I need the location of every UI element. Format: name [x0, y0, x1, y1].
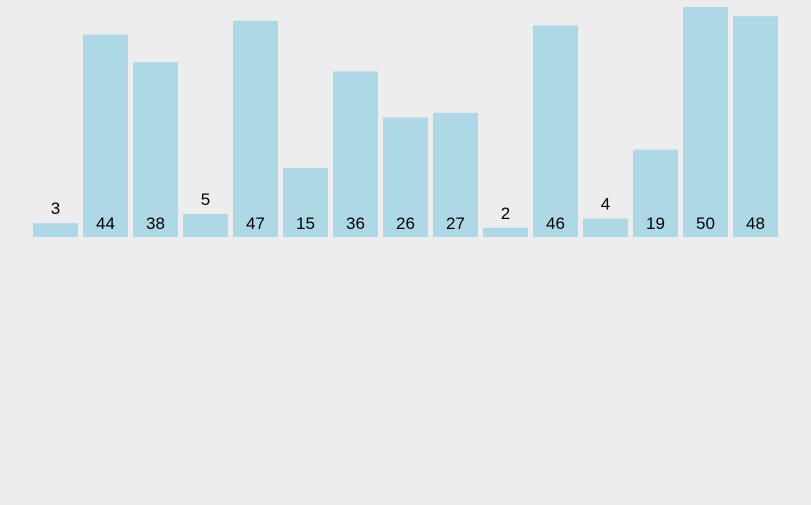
bar [33, 223, 78, 237]
data-label: 27 [446, 214, 465, 233]
data-label: 3 [51, 199, 60, 218]
data-label: 26 [396, 214, 415, 233]
bar [483, 227, 528, 237]
bar [733, 16, 778, 238]
data-label: 15 [296, 214, 315, 233]
bar [583, 218, 628, 237]
bar [133, 62, 178, 238]
data-label: 38 [146, 214, 165, 233]
bar [333, 71, 378, 238]
bar [433, 112, 478, 237]
bar [183, 214, 228, 237]
data-label: 5 [201, 190, 210, 209]
bar [683, 7, 728, 237]
data-label: 46 [546, 214, 565, 233]
bar [83, 34, 128, 237]
bar [283, 168, 328, 237]
bar [233, 20, 278, 237]
data-label: 36 [346, 214, 365, 233]
bar [383, 117, 428, 237]
data-label: 47 [246, 214, 265, 233]
data-label: 44 [96, 214, 115, 233]
data-label: 50 [696, 214, 715, 233]
bar [633, 149, 678, 237]
data-label: 2 [501, 204, 510, 223]
data-label: 19 [646, 214, 665, 233]
data-label: 48 [746, 214, 765, 233]
data-label: 4 [601, 195, 610, 214]
bar [533, 25, 578, 238]
